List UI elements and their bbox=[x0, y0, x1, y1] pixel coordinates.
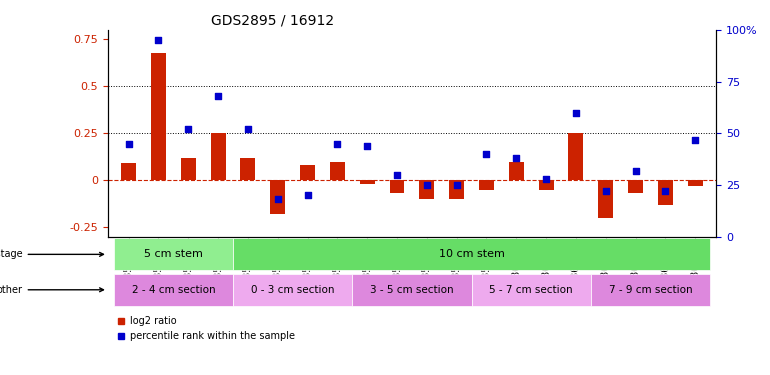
Text: other: other bbox=[0, 285, 103, 295]
Bar bbox=[658, 180, 673, 205]
Point bbox=[540, 176, 552, 182]
Bar bbox=[240, 158, 256, 180]
Text: 2 - 4 cm section: 2 - 4 cm section bbox=[132, 285, 215, 295]
Bar bbox=[628, 180, 643, 194]
Text: 5 - 7 cm section: 5 - 7 cm section bbox=[490, 285, 573, 295]
Text: development stage: development stage bbox=[0, 249, 103, 259]
Bar bbox=[509, 162, 524, 180]
Bar bbox=[598, 180, 613, 218]
Point bbox=[689, 136, 701, 142]
Point bbox=[420, 182, 433, 188]
Text: 10 cm stem: 10 cm stem bbox=[439, 249, 504, 259]
Bar bbox=[211, 134, 226, 180]
Bar bbox=[270, 180, 285, 214]
Bar bbox=[181, 158, 196, 180]
Legend: log2 ratio, percentile rank within the sample: log2 ratio, percentile rank within the s… bbox=[112, 312, 299, 345]
Point bbox=[272, 196, 284, 202]
FancyBboxPatch shape bbox=[591, 274, 710, 306]
Bar bbox=[449, 180, 464, 199]
FancyBboxPatch shape bbox=[114, 238, 233, 270]
Point bbox=[182, 126, 195, 132]
Text: 3 - 5 cm section: 3 - 5 cm section bbox=[370, 285, 454, 295]
Bar bbox=[420, 180, 434, 199]
Bar bbox=[330, 162, 345, 180]
Bar bbox=[360, 180, 375, 184]
Point bbox=[511, 155, 523, 161]
FancyBboxPatch shape bbox=[353, 274, 471, 306]
Point bbox=[659, 188, 671, 194]
Point bbox=[450, 182, 463, 188]
Point bbox=[301, 192, 313, 198]
Bar bbox=[151, 53, 166, 180]
FancyBboxPatch shape bbox=[471, 274, 591, 306]
Point bbox=[361, 143, 373, 149]
Point bbox=[480, 151, 493, 157]
Point bbox=[152, 38, 165, 44]
Text: 5 cm stem: 5 cm stem bbox=[144, 249, 203, 259]
Bar bbox=[390, 180, 404, 194]
Bar bbox=[688, 180, 703, 186]
Point bbox=[122, 141, 135, 147]
Text: 7 - 9 cm section: 7 - 9 cm section bbox=[609, 285, 692, 295]
FancyBboxPatch shape bbox=[233, 238, 710, 270]
Bar bbox=[300, 165, 315, 180]
Text: 0 - 3 cm section: 0 - 3 cm section bbox=[251, 285, 334, 295]
Bar bbox=[539, 180, 554, 190]
FancyBboxPatch shape bbox=[233, 274, 353, 306]
Point bbox=[629, 168, 641, 174]
Point bbox=[212, 93, 224, 99]
Bar bbox=[121, 164, 136, 180]
Point bbox=[570, 110, 582, 116]
Point bbox=[600, 188, 612, 194]
Point bbox=[391, 172, 403, 178]
Point bbox=[242, 126, 254, 132]
Bar bbox=[479, 180, 494, 190]
Text: GDS2895 / 16912: GDS2895 / 16912 bbox=[211, 13, 334, 27]
FancyBboxPatch shape bbox=[114, 274, 233, 306]
Point bbox=[331, 141, 343, 147]
Bar bbox=[568, 134, 584, 180]
